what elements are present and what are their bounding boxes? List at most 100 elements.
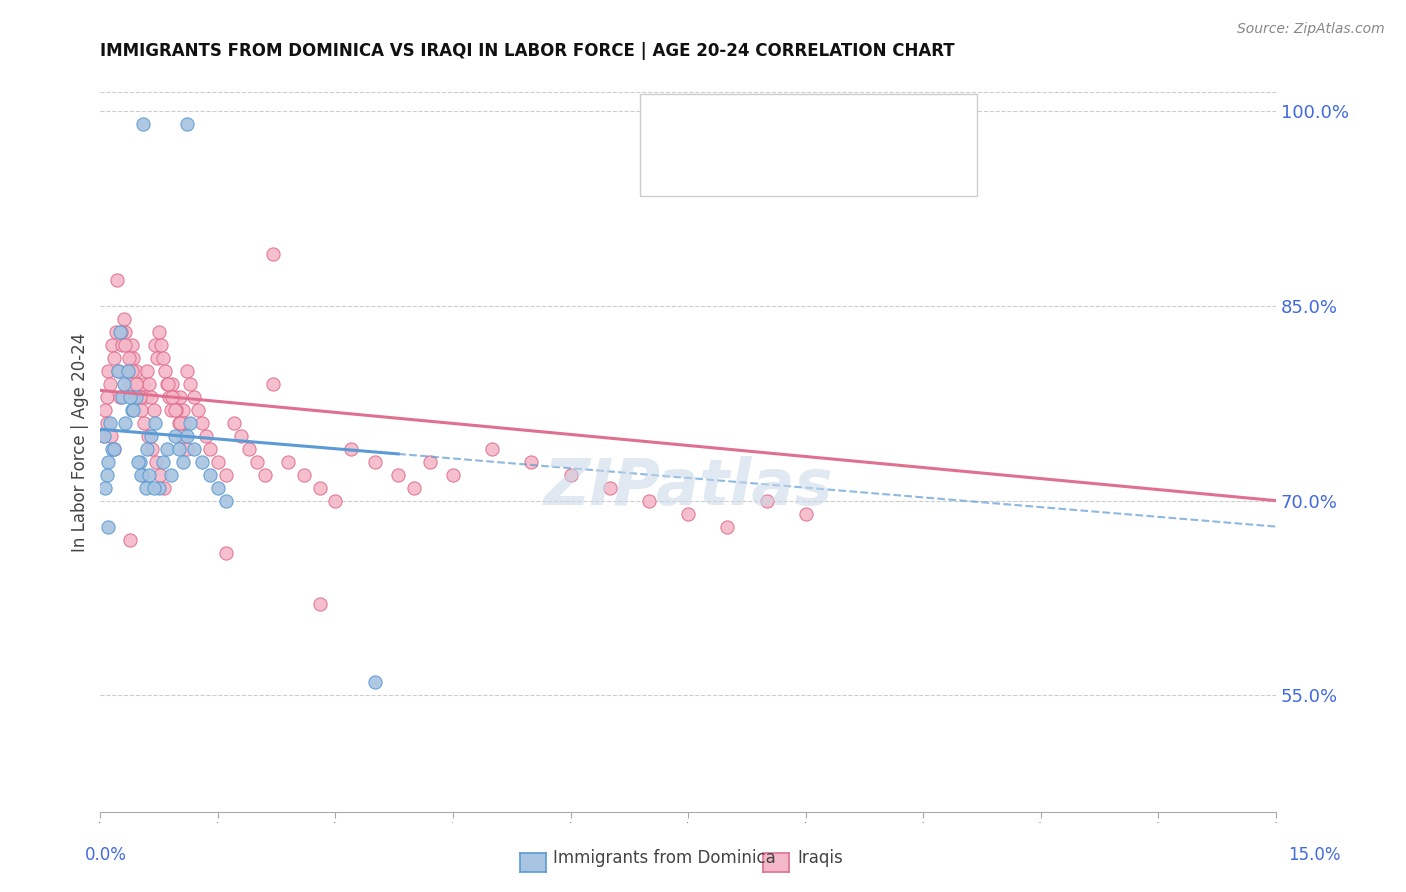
Point [599,481,621,495]
Point [363,455,385,469]
Text: -0.075: -0.075 [737,114,796,132]
Point [142,481,165,495]
Point [132,467,155,482]
Point [231,429,253,443]
Point [163,402,186,417]
Text: Immigrants from Dominica: Immigrants from Dominica [553,849,775,867]
Point [148,481,170,495]
Point [755,493,778,508]
Point [262,247,284,261]
Text: R =: R = [692,114,728,132]
Text: 15.0%: 15.0% [1288,846,1341,863]
Point [195,429,218,443]
Point [129,467,152,482]
Point [94,481,117,495]
Point [441,467,464,482]
Text: 104: 104 [868,150,903,168]
Point [308,481,330,495]
Point [520,455,543,469]
Point [387,467,409,482]
Text: Source: ZipAtlas.com: Source: ZipAtlas.com [1237,22,1385,37]
Point [93,429,115,443]
Text: N =: N = [825,114,862,132]
Point [117,351,139,365]
Point [149,467,172,482]
Point [103,442,125,456]
Point [103,442,125,456]
Point [150,338,173,352]
Point [308,598,330,612]
Point [163,390,186,404]
Point [121,402,143,417]
Point [169,416,191,430]
Point [129,402,152,417]
Point [134,416,156,430]
Point [108,325,131,339]
Point [198,467,221,482]
Point [124,364,146,378]
Text: 45: 45 [868,114,890,132]
Point [138,376,160,391]
Point [325,493,347,508]
Point [117,364,139,378]
Point [560,467,582,482]
Point [160,402,183,417]
Point [111,390,134,404]
Point [100,429,122,443]
Point [163,429,186,443]
Text: IMMIGRANTS FROM DOMINICA VS IRAQI IN LABOR FORCE | AGE 20-24 CORRELATION CHART: IMMIGRANTS FROM DOMINICA VS IRAQI IN LAB… [100,42,955,60]
Point [141,442,163,456]
Point [94,402,117,417]
Text: ZIPatlas: ZIPatlas [543,456,832,517]
Point [794,507,817,521]
Point [292,467,315,482]
Point [136,429,159,443]
Point [110,325,132,339]
Point [141,429,163,443]
Point [246,455,269,469]
Point [215,545,238,559]
Point [96,390,118,404]
Point [176,429,198,443]
Point [340,442,363,456]
Point [112,312,135,326]
Point [101,442,124,456]
Point [148,325,170,339]
Point [97,364,120,378]
Point [122,402,145,417]
Point [129,390,152,404]
Point [191,416,214,430]
Text: N =: N = [825,150,862,168]
Point [160,467,183,482]
Point [125,376,148,391]
Y-axis label: In Labor Force | Age 20-24: In Labor Force | Age 20-24 [72,333,89,552]
Point [124,390,146,404]
Point [183,442,205,456]
Point [156,376,179,391]
Point [156,442,179,456]
Point [179,416,201,430]
Point [167,416,190,430]
Point [111,338,134,352]
Point [418,455,440,469]
Point [107,364,129,378]
Point [120,533,142,547]
Point [638,493,661,508]
Point [191,455,214,469]
Point [96,467,118,482]
Point [117,364,139,378]
Point [152,455,174,469]
Point [179,376,201,391]
Point [103,351,125,365]
Point [152,351,174,365]
Point [108,390,131,404]
Point [145,455,167,469]
Point [121,364,143,378]
Point [183,390,205,404]
Point [138,467,160,482]
Text: Iraqis: Iraqis [797,849,844,867]
Point [676,507,699,521]
Point [97,519,120,533]
Point [136,364,159,378]
Point [363,675,385,690]
